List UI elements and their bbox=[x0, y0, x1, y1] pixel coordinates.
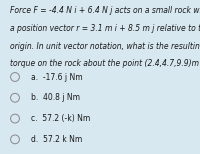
Text: torque on the rock about the point (2.4,4.7,9.9)m?: torque on the rock about the point (2.4,… bbox=[10, 59, 200, 68]
Text: d.  57.2 k Nm: d. 57.2 k Nm bbox=[31, 135, 82, 144]
Text: a position vector r = 3.1 m i + 8.5 m j relative to the: a position vector r = 3.1 m i + 8.5 m j … bbox=[10, 24, 200, 33]
Text: Force F = -4.4 N i + 6.4 N j acts on a small rock with: Force F = -4.4 N i + 6.4 N j acts on a s… bbox=[10, 6, 200, 15]
Text: a.  -17.6 j Nm: a. -17.6 j Nm bbox=[31, 73, 83, 81]
Text: c.  57.2 (-k) Nm: c. 57.2 (-k) Nm bbox=[31, 114, 90, 123]
Text: b.  40.8 j Nm: b. 40.8 j Nm bbox=[31, 93, 80, 102]
Text: origin. In unit vector notation, what is the resulting: origin. In unit vector notation, what is… bbox=[10, 42, 200, 51]
